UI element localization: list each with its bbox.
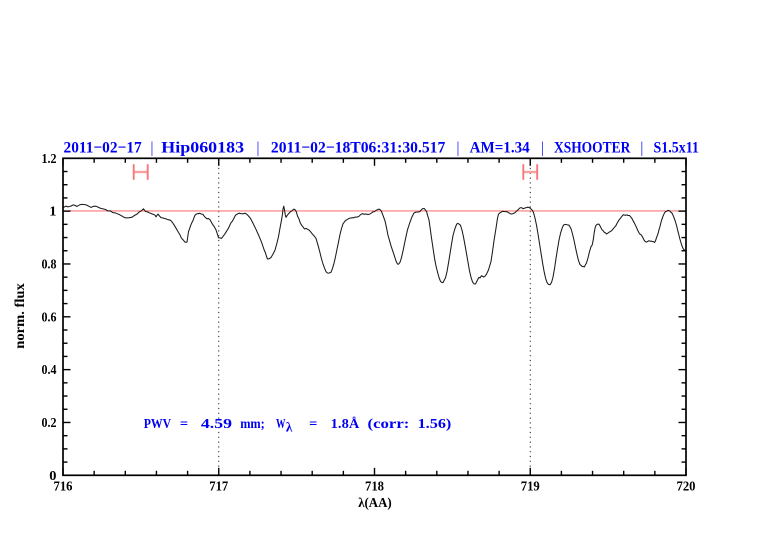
- svg-text:Hip060183: Hip060183: [161, 140, 244, 157]
- svg-text:λ: λ: [286, 420, 293, 435]
- svg-text:4.59: 4.59: [201, 416, 232, 431]
- svg-text:0.8: 0.8: [42, 257, 57, 272]
- svg-text:1.8Å: 1.8Å: [331, 416, 360, 431]
- svg-text:717: 717: [209, 478, 228, 493]
- svg-text:0: 0: [49, 468, 56, 483]
- svg-text:716: 716: [54, 478, 73, 493]
- svg-text:0.6: 0.6: [42, 309, 57, 324]
- svg-text:719: 719: [521, 478, 540, 493]
- svg-text:2011−02−18T06:31:30.517: 2011−02−18T06:31:30.517: [271, 140, 445, 157]
- svg-text:|: |: [541, 140, 543, 157]
- svg-text:PWV: PWV: [144, 416, 172, 431]
- svg-text:(corr:: (corr:: [368, 416, 410, 431]
- svg-text:0.2: 0.2: [42, 415, 57, 430]
- svg-text:1.2: 1.2: [42, 151, 57, 166]
- svg-text:0.4: 0.4: [42, 362, 57, 377]
- svg-text:718: 718: [365, 478, 384, 493]
- svg-text:1: 1: [49, 204, 56, 219]
- svg-text:720: 720: [677, 478, 696, 493]
- svg-text:W: W: [276, 416, 286, 431]
- svg-text:S1.5x11: S1.5x11: [654, 140, 699, 157]
- svg-text:=: =: [180, 416, 188, 431]
- svg-text:mm;: mm;: [240, 416, 265, 431]
- svg-text:λ(AA): λ(AA): [358, 495, 392, 510]
- svg-text:XSHOOTER: XSHOOTER: [554, 140, 631, 157]
- svg-text:AM=1.34: AM=1.34: [470, 140, 530, 157]
- svg-text:2011−02−17: 2011−02−17: [64, 140, 142, 157]
- svg-text:1.56): 1.56): [418, 416, 452, 431]
- svg-text:norm. flux: norm. flux: [12, 283, 27, 349]
- svg-text:|: |: [257, 140, 259, 157]
- svg-text:|: |: [457, 140, 459, 157]
- svg-text:=: =: [309, 416, 317, 431]
- svg-text:|: |: [641, 140, 643, 157]
- svg-text:|: |: [151, 140, 153, 157]
